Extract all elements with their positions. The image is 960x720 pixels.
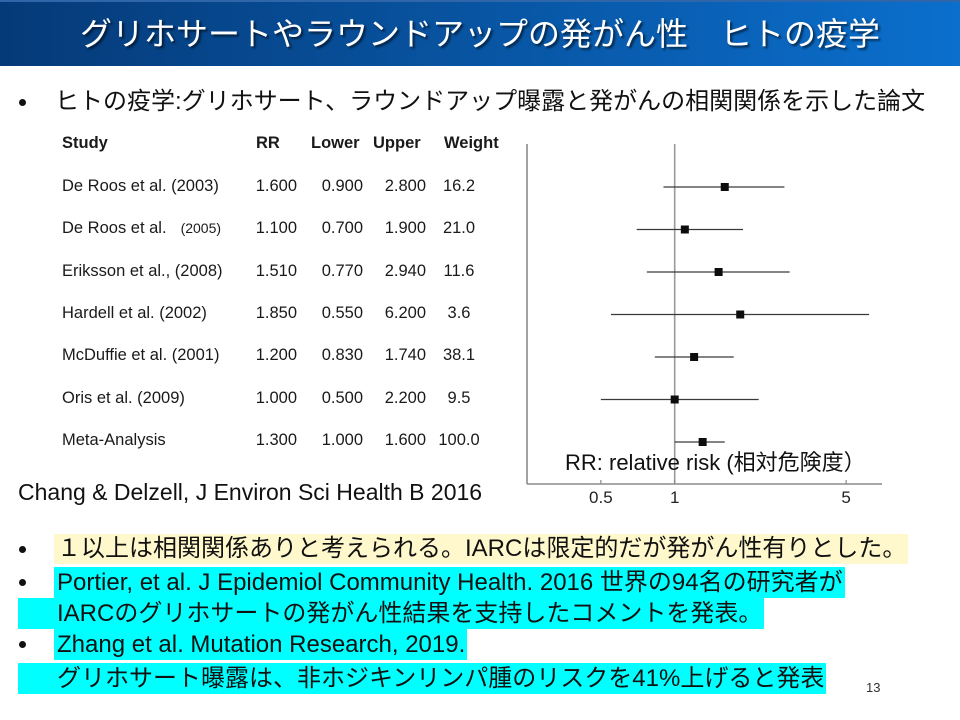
title-bar: グリホサートやラウンドアップの発がん性 ヒトの疫学 — [0, 0, 960, 66]
bullet-text-highlighted: Zhang et al. Mutation Research, 2019. — [54, 629, 468, 660]
x-axis-ticks: 0.5 1 5 — [589, 480, 851, 507]
column-header-study: Study — [62, 134, 108, 152]
table-header: Study RR Lower Upper Weight — [0, 131, 510, 155]
rr-value: 1.000 — [255, 388, 297, 407]
upper-value: 1.740 — [384, 346, 426, 365]
weight-value: 9.5 — [447, 388, 471, 407]
study-name: McDuffie et al. (2001) — [62, 346, 220, 365]
point-estimate-marker — [698, 438, 707, 446]
weight-value: 38.1 — [442, 346, 476, 365]
study-name: Oris et al. (2009) — [62, 388, 185, 407]
bullet-icon — [19, 546, 26, 553]
weight-value: 100.0 — [438, 430, 480, 449]
bullet-continuation: IARCのグリホサートの発がん性結果を支持したコメントを発表。 — [0, 598, 960, 629]
column-header-weight: Weight — [444, 134, 499, 152]
bullet-item: Zhang et al. Mutation Research, 2019. — [0, 629, 960, 660]
lower-value: 0.700 — [321, 219, 363, 238]
rr-value: 1.300 — [255, 430, 297, 449]
study-cell: De Roos et al. (2003) — [62, 165, 219, 207]
intro-bullet: ヒトの疫学:グリホサート、ラウンドアップ曝露と発がんの相関関係を示した論文 — [0, 86, 960, 118]
slide-title: グリホサートやラウンドアップの発がん性 ヒトの疫学 — [79, 16, 880, 52]
upper-value: 1.600 — [384, 430, 426, 449]
upper-value: 2.940 — [384, 261, 426, 280]
bullet-text-highlighted: １以上は相関関係ありと考えられる。IARCは限定的だが発がん性有りとした。 — [54, 534, 909, 564]
lower-value: 0.770 — [321, 261, 363, 280]
study-year-note: (2005) — [180, 220, 222, 237]
lower-value: 1.000 — [321, 430, 363, 449]
study-table: De Roos et al. (2003) 1.600 0.900 2.800 16.2… — [0, 165, 510, 465]
x-tick-label: 5 — [841, 488, 850, 507]
bullet-text-highlighted: Portier, et al. J Epidemiol Community He… — [54, 567, 845, 598]
bullet-icon — [19, 641, 26, 648]
study-name: Eriksson et al., (2008) — [62, 261, 223, 280]
column-header-upper: Upper — [373, 134, 421, 152]
forest-plot: 0.5 1 5 — [526, 144, 882, 507]
bullet-item: １以上は相関関係ありと考えられる。IARCは限定的だが発がん性有りとした。 — [0, 534, 960, 565]
study-name: Meta-Analysis — [62, 430, 166, 449]
table-row: Hardell et al. (2002) 1.850 0.550 6.200 3.6 — [0, 292, 510, 334]
bullet-item: Portier, et al. J Epidemiol Community He… — [0, 567, 960, 598]
weight-value: 16.2 — [442, 177, 476, 195]
rr-annotation: RR: relative risk (相対危険度） — [565, 450, 866, 475]
bullet-icon — [19, 579, 26, 586]
x-tick-label: 1 — [670, 488, 679, 507]
table-row: De Roos et al. (2005) 1.100 0.700 1.900 21.0 — [0, 207, 510, 249]
intro-text: ヒトの疫学:グリホサート、ラウンドアップ曝露と発がんの相関関係を示した論文 — [55, 88, 926, 115]
weight-value: 11.6 — [443, 261, 475, 280]
page-number: 13 — [866, 680, 881, 695]
point-estimate-marker — [680, 225, 689, 234]
table-row: Oris et al. (2009) 1.000 0.500 2.200 9.5 — [0, 377, 510, 419]
column-header-lower: Lower — [311, 134, 360, 152]
rr-value: 1.850 — [255, 303, 297, 322]
upper-value: 1.900 — [384, 219, 426, 238]
upper-value: 2.800 — [384, 177, 426, 195]
study-cell: Hardell et al. (2002) — [62, 292, 207, 334]
study-name: De Roos et al. — [62, 219, 167, 238]
weight-value: 3.6 — [447, 303, 471, 322]
x-tick-label: 0.5 — [589, 488, 613, 507]
table-row: De Roos et al. (2003) 1.600 0.900 2.800 16.2 — [0, 165, 510, 207]
lower-value: 0.830 — [321, 346, 363, 365]
upper-value: 6.200 — [384, 303, 426, 322]
point-estimate-marker — [690, 353, 699, 361]
study-name: Hardell et al. (2002) — [62, 303, 207, 322]
study-cell: Oris et al. (2009) — [62, 377, 185, 419]
table-row: Eriksson et al., (2008) 1.510 0.770 2.940 11… — [0, 250, 510, 292]
lower-value: 0.900 — [321, 177, 363, 195]
bullet-text-highlighted: グリホサート曝露は、非ホジキンリンパ腫のリスクを41%上げると発表 — [18, 663, 827, 694]
citation: Chang & Delzell, J Environ Sci Health B … — [18, 479, 483, 505]
point-estimate-marker — [720, 183, 729, 191]
study-cell: De Roos et al. (2005) — [62, 207, 221, 249]
table-row: McDuffie et al. (2001) 1.200 0.830 1.740 38.… — [0, 334, 510, 376]
rr-value: 1.510 — [255, 261, 297, 280]
study-cell: Meta-Analysis — [62, 419, 166, 461]
lower-value: 0.500 — [321, 388, 363, 407]
forest-plot-marks — [600, 183, 870, 446]
lower-value: 0.550 — [321, 303, 363, 322]
bullet-icon — [19, 99, 26, 106]
rr-value: 1.100 — [255, 219, 297, 238]
rr-value: 1.200 — [255, 346, 297, 365]
study-cell: Eriksson et al., (2008) — [62, 250, 223, 292]
bullet-text-highlighted: IARCのグリホサートの発がん性結果を支持したコメントを発表。 — [18, 598, 765, 629]
bullet-continuation: グリホサート曝露は、非ホジキンリンパ腫のリスクを41%上げると発表 — [0, 663, 960, 694]
column-header-rr: RR — [256, 134, 280, 152]
point-estimate-marker — [736, 310, 745, 319]
rr-value: 1.600 — [255, 177, 297, 195]
point-estimate-marker — [714, 268, 723, 276]
upper-value: 2.200 — [384, 388, 426, 407]
weight-value: 21.0 — [442, 219, 476, 238]
study-name: De Roos et al. (2003) — [62, 177, 219, 195]
table-row: Meta-Analysis 1.300 1.000 1.600 100.0 — [0, 419, 510, 461]
study-cell: McDuffie et al. (2001) — [62, 334, 219, 376]
point-estimate-marker — [670, 395, 679, 404]
